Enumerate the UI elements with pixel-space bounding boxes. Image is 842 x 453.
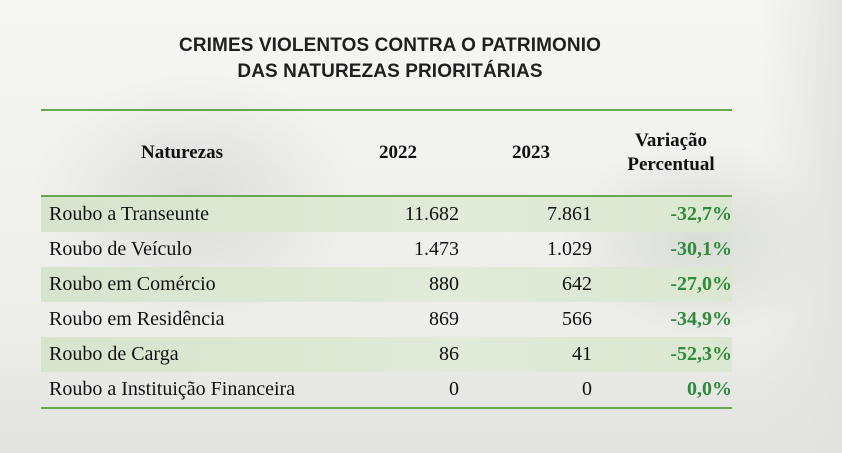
header-variacao-line-1: Variação [634, 130, 708, 151]
cell-natureza: Roubo em Comércio [49, 273, 216, 295]
cell-natureza: Roubo de Carga [49, 343, 179, 365]
table-row: Roubo de Carga 86 41 -52,3% [41, 337, 732, 372]
table-row: Roubo em Residência 869 566 -34,9% [41, 302, 732, 337]
table-row: Roubo a Transeunte 11.682 7.861 -32,7% [41, 197, 732, 232]
cell-variacao: -32,7% [670, 203, 732, 225]
cell-natureza: Roubo a Instituição Financeira [49, 378, 296, 400]
header-2023: 2023 [512, 142, 550, 163]
cell-variacao: -30,1% [670, 238, 732, 260]
cell-2022: 869 [429, 308, 459, 330]
cell-variacao: -52,3% [670, 343, 732, 365]
header-variacao: Variação Percentual [592, 129, 732, 177]
cell-2022: 880 [429, 273, 459, 295]
crime-table: Naturezas 2022 2023 Variação Percentual … [41, 109, 732, 409]
cell-2023: 642 [562, 273, 592, 295]
table-row: Roubo em Comércio 880 642 -27,0% [41, 267, 732, 302]
title-line-2: DAS NATUREZAS PRIORITÁRIAS [237, 61, 543, 82]
slide-title: CRIMES VIOLENTOS CONTRA O PATRIMONIO DAS… [120, 33, 660, 85]
cell-variacao: 0,0% [687, 378, 732, 400]
cell-2023: 0 [582, 378, 592, 400]
title-line-1: CRIMES VIOLENTOS CONTRA O PATRIMONIO [179, 35, 601, 56]
header-naturezas: Naturezas [141, 142, 223, 163]
cell-2023: 566 [562, 308, 592, 330]
header-2022: 2022 [379, 142, 417, 163]
cell-2022: 0 [449, 378, 459, 400]
cell-2022: 1.473 [414, 238, 459, 260]
background-shape [760, 0, 842, 453]
header-variacao-line-2: Percentual [627, 154, 715, 175]
cell-2023: 41 [572, 343, 592, 365]
table-row: Roubo de Veículo 1.473 1.029 -30,1% [41, 232, 732, 267]
cell-2023: 7.861 [547, 203, 592, 225]
cell-2022: 11.682 [404, 203, 459, 225]
table-row: Roubo a Instituição Financeira 0 0 0,0% [41, 372, 732, 407]
cell-natureza: Roubo em Residência [49, 308, 225, 330]
cell-variacao: -34,9% [670, 308, 732, 330]
table-header-row: Naturezas 2022 2023 Variação Percentual [41, 111, 732, 197]
cell-natureza: Roubo de Veículo [49, 238, 192, 260]
cell-variacao: -27,0% [670, 273, 732, 295]
cell-natureza: Roubo a Transeunte [49, 203, 209, 225]
cell-2022: 86 [439, 343, 459, 365]
cell-2023: 1.029 [547, 238, 592, 260]
